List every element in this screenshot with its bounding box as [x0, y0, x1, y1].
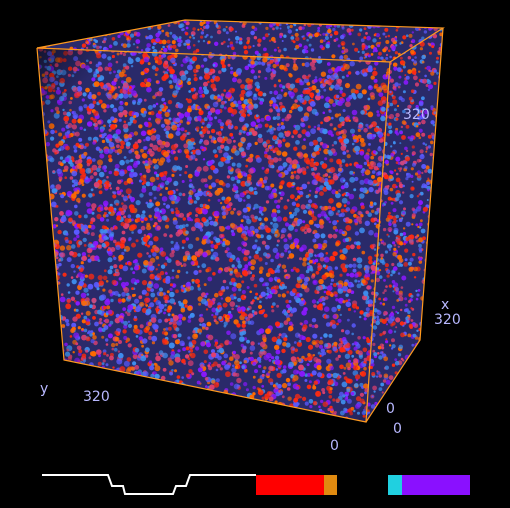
- color-swatch-violet[interactable]: [402, 475, 470, 495]
- z-axis-max: 320: [403, 107, 430, 123]
- bounding-box: [36, 19, 445, 423]
- color-swatch-orange[interactable]: [324, 475, 337, 495]
- volume-shading: [37, 48, 390, 422]
- origin-label-1: 0: [386, 401, 395, 417]
- opacity-curve[interactable]: [42, 474, 256, 495]
- transfer-function-editor[interactable]: [0, 466, 510, 508]
- origin-label-2: 0: [393, 421, 402, 437]
- y-axis-label: y: [40, 381, 49, 397]
- x-axis-label: x: [441, 297, 450, 313]
- x-axis-max: 320: [434, 312, 461, 328]
- color-swatch-cyan[interactable]: [388, 475, 402, 495]
- y-axis-max: 320: [83, 389, 110, 405]
- color-swatch-red[interactable]: [256, 475, 324, 495]
- origin-label-3: 0: [330, 438, 339, 454]
